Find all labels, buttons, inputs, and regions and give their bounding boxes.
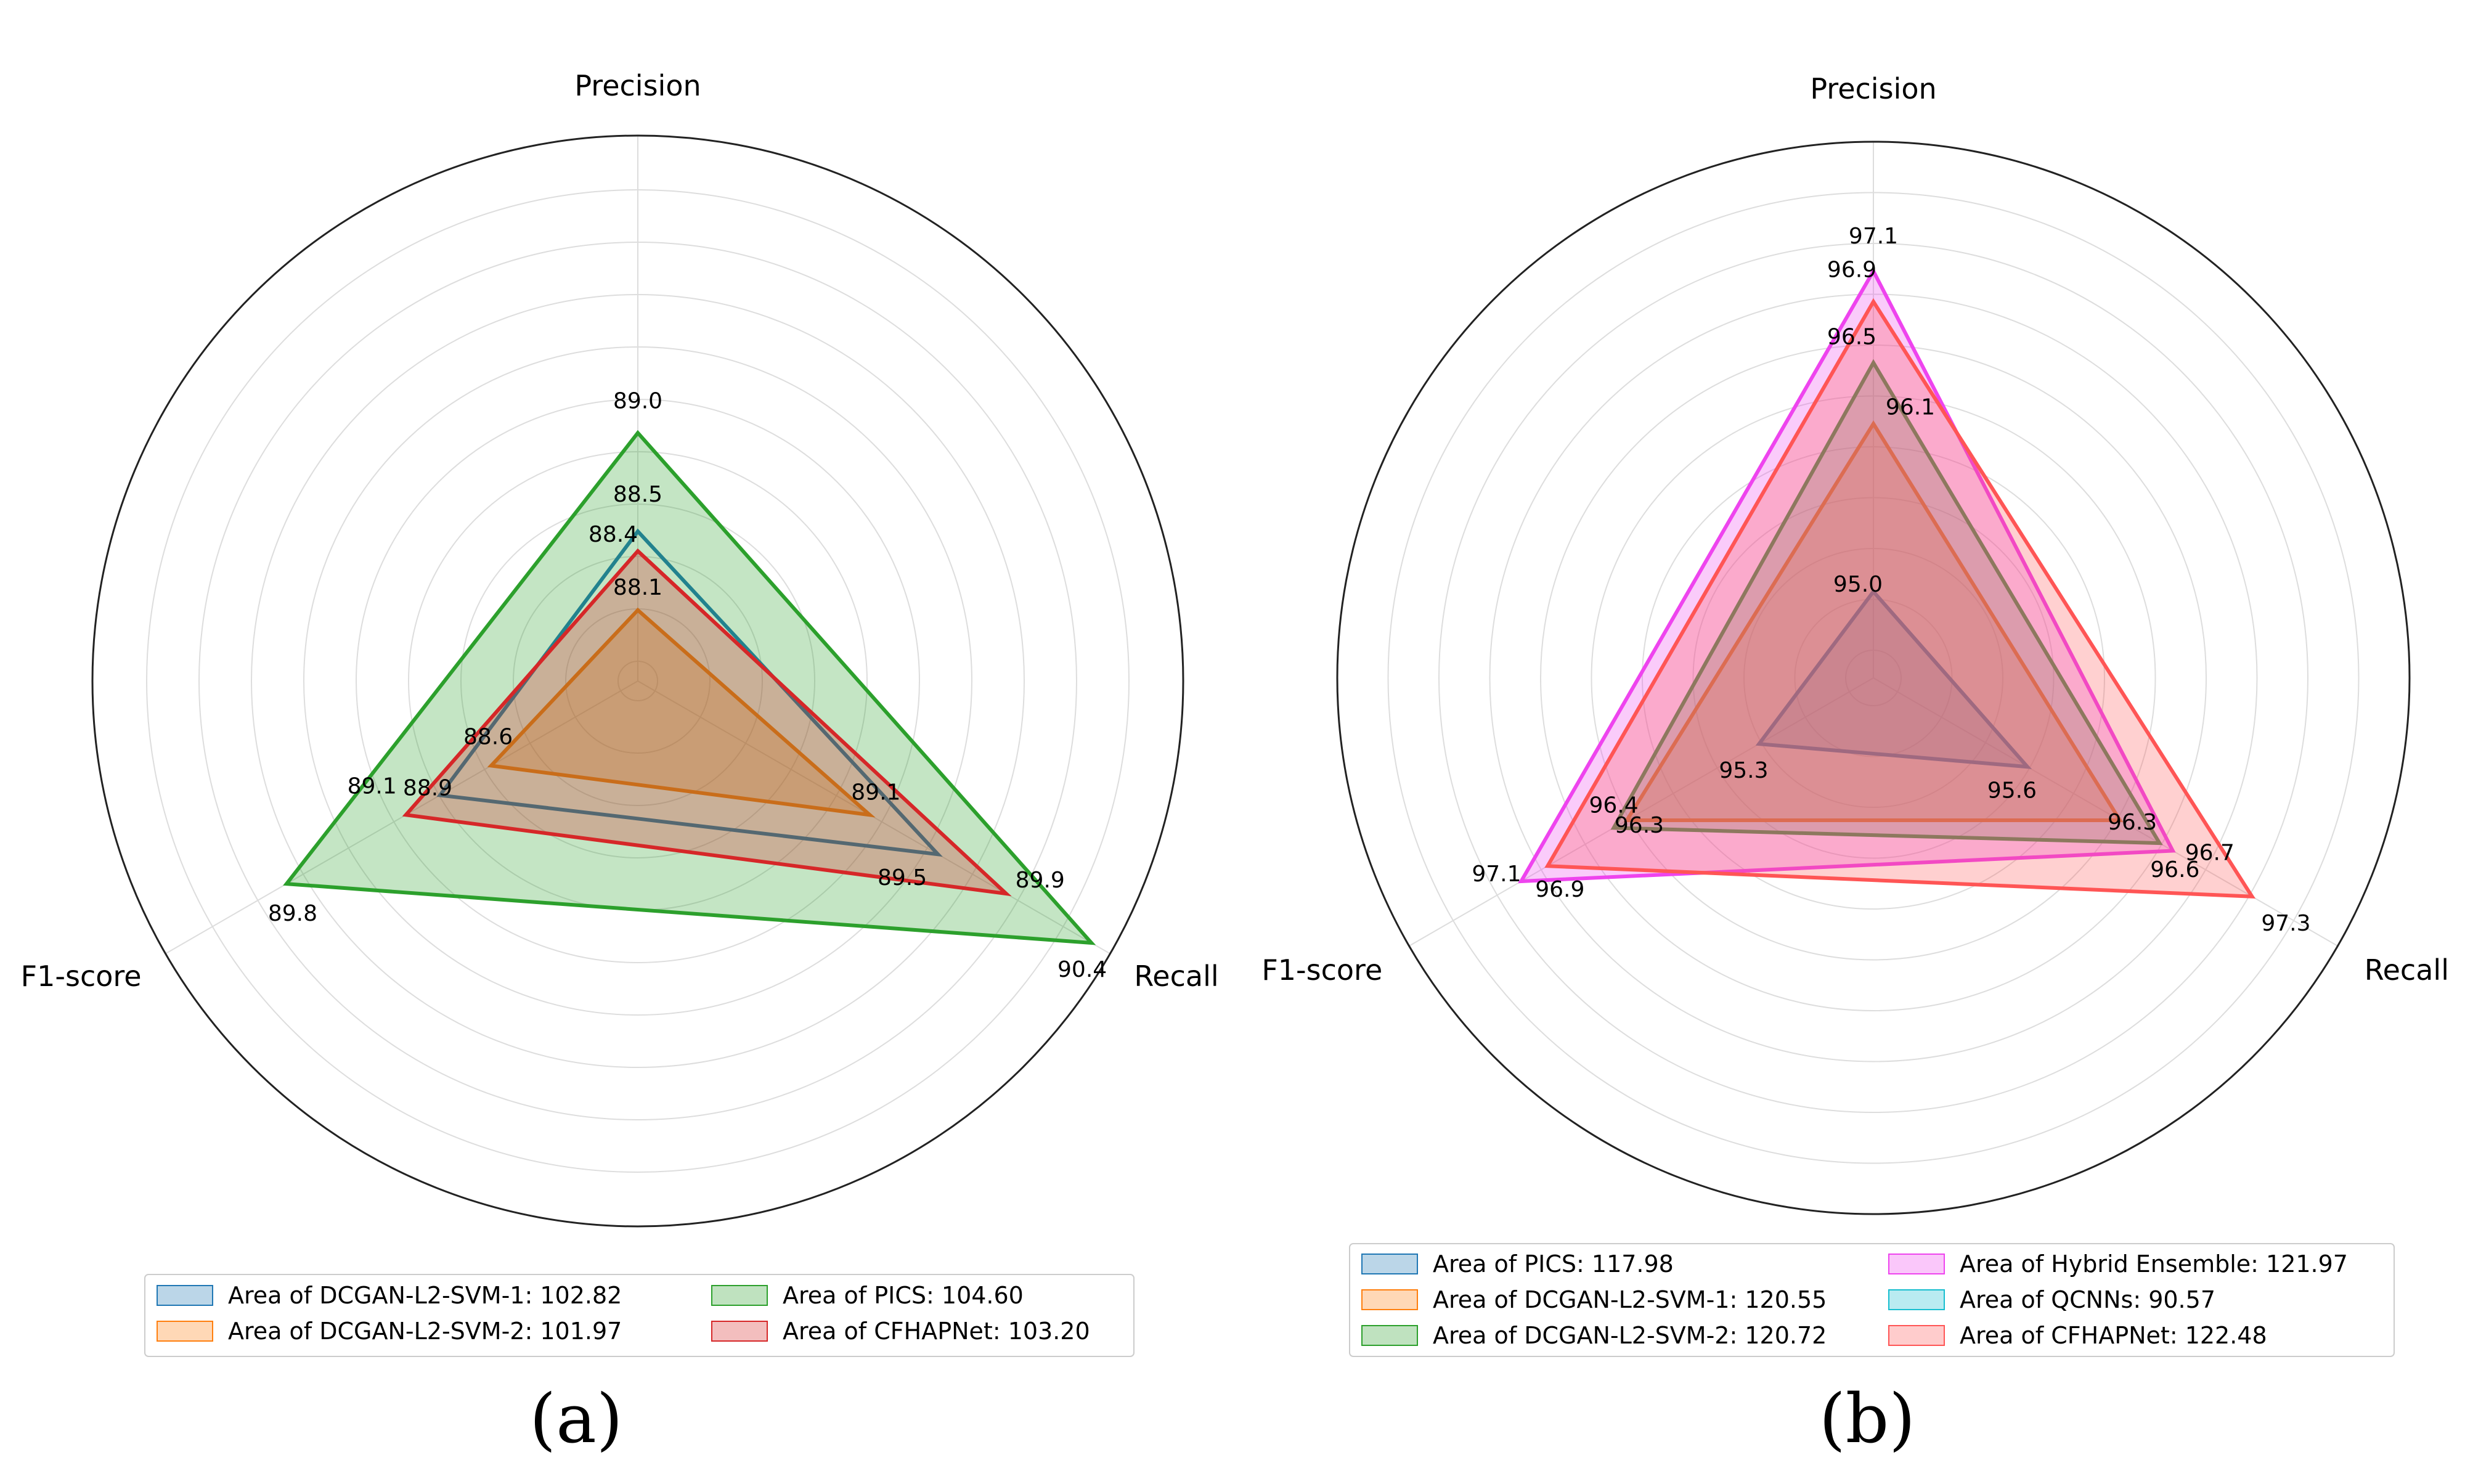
legend-box — [144, 1274, 1135, 1357]
polar-frame — [91, 134, 1184, 1228]
data-label: 95.6 — [1987, 778, 2037, 803]
axis-label-f1-score: F1-score — [1261, 953, 1382, 987]
radar-chart-a: Precision Recall F1-score 88.5 89.5 88.9 88.1 8… — [21, 69, 1219, 1458]
series-polygon-dcgan-l2-svm-2 — [1610, 359, 2163, 846]
axis-label-recall: Recall — [2365, 953, 2449, 987]
data-label: 95.3 — [1719, 758, 1768, 783]
data-label: 95.0 — [1833, 572, 1883, 597]
data-label: 96.9 — [1827, 258, 1876, 283]
axis-spoke — [165, 680, 638, 955]
series-polygon-pics — [1755, 589, 2032, 769]
data-label: 97.1 — [1472, 862, 1521, 887]
legend-entry: Area of PICS: 117.98 — [1433, 1250, 1674, 1278]
axis-label-precision: Precision — [1810, 72, 1936, 105]
legend-swatch — [1361, 1289, 1418, 1310]
data-label: 88.5 — [613, 482, 662, 507]
data-label: 96.6 — [2150, 857, 2199, 883]
polar-frame — [1336, 141, 2411, 1215]
data-label: 88.6 — [463, 724, 513, 749]
data-label: 97.3 — [2261, 911, 2310, 936]
data-label: 96.3 — [1615, 813, 1664, 838]
axis-label-precision: Precision — [574, 69, 701, 102]
axis-spoke — [1409, 677, 1874, 947]
data-label: 89.1 — [851, 780, 900, 805]
legend-entry: Area of CFHAPNet: 103.20 — [783, 1318, 1090, 1345]
data-label: 89.1 — [348, 773, 397, 799]
data-label: 89.0 — [613, 388, 662, 414]
axis-label-recall: Recall — [1134, 960, 1218, 993]
panel-label: (a) — [529, 1379, 622, 1458]
legend-entry: Area of QCNNs: 90.57 — [1960, 1286, 2215, 1313]
data-label: 96.4 — [1589, 793, 1638, 818]
series-polygon-dcgan-l2-svm-1 — [1623, 420, 2124, 822]
legend-entry: Area of DCGAN-L2-SVM-1: 120.55 — [1433, 1286, 1827, 1313]
series-polygon-cfhapnet — [1544, 298, 2256, 899]
legend-swatch — [1361, 1325, 1418, 1346]
axis-label-f1-score: F1-score — [21, 960, 142, 993]
legend-entry: Area of CFHAPNet: 122.48 — [1960, 1322, 2267, 1349]
series-polygon-pics — [283, 430, 1096, 945]
series-polygon-cfhapnet — [402, 548, 1012, 897]
legend-swatch — [711, 1285, 768, 1306]
data-label: 96.3 — [2108, 810, 2157, 835]
legend-swatch — [157, 1285, 213, 1306]
data-label: 89.9 — [1016, 868, 1065, 893]
radar-chart-b: Precision Recall F1-score 95.0 95.6 95.3 96.1 9… — [1261, 72, 2449, 1458]
legend-entry: Area of DCGAN-L2-SVM-2: 120.72 — [1433, 1322, 1827, 1349]
data-label: 89.8 — [268, 901, 317, 926]
legend-box — [1349, 1243, 2395, 1357]
legend-entry: Area of Hybrid Ensemble: 121.97 — [1960, 1250, 2348, 1278]
legend-swatch — [1888, 1325, 1945, 1346]
data-label: 96.1 — [1886, 395, 1935, 420]
data-label: 96.5 — [1827, 325, 1876, 350]
data-label: 97.1 — [1849, 224, 1898, 249]
data-label: 96.9 — [1535, 877, 1584, 902]
data-label: 96.7 — [2185, 840, 2235, 865]
legend-entry: Area of DCGAN-L2-SVM-2: 101.97 — [228, 1318, 622, 1345]
legend-swatch — [1361, 1254, 1418, 1274]
data-label: 90.4 — [1057, 957, 1107, 982]
axis-spoke — [1873, 677, 2338, 947]
series-polygon-dcgan-l2-svm-2 — [487, 607, 876, 818]
series-polygon-hybrid-ensemble — [1518, 267, 2176, 884]
data-label: 88.4 — [589, 522, 638, 547]
data-label: 88.1 — [613, 575, 662, 600]
legend-swatch — [1888, 1254, 1945, 1274]
legend-swatch — [157, 1321, 213, 1342]
axis-spoke — [637, 680, 1110, 955]
panel-label: (b) — [1819, 1379, 1915, 1458]
data-label: 88.9 — [403, 775, 452, 801]
legend-entry: Area of PICS: 104.60 — [783, 1282, 1024, 1309]
legend-swatch — [711, 1321, 768, 1342]
legend-swatch — [1888, 1289, 1945, 1310]
legend-entry: Area of DCGAN-L2-SVM-1: 102.82 — [228, 1282, 622, 1309]
data-label: 89.5 — [878, 865, 927, 891]
